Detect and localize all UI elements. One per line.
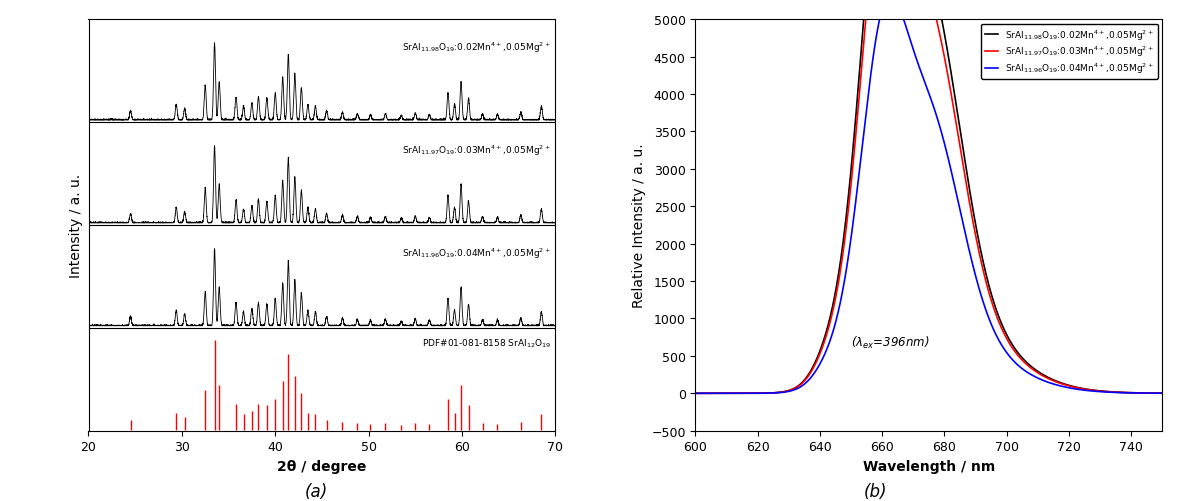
X-axis label: Wavelength / nm: Wavelength / nm bbox=[863, 459, 995, 473]
Line: SrAl$_{11.96}$O$_{19}$:0.04Mn$^{4+}$,0.05Mg$^{2+}$: SrAl$_{11.96}$O$_{19}$:0.04Mn$^{4+}$,0.0… bbox=[695, 0, 1162, 393]
SrAl$_{11.98}$O$_{19}$:0.02Mn$^{4+}$,0.05Mg$^{2+}$ bbox=[1155, 390, 1169, 396]
Text: SrAl$_{11.97}$O$_{19}$:0.03Mn$^{4+}$,0.05Mg$^{2+}$: SrAl$_{11.97}$O$_{19}$:0.03Mn$^{4+}$,0.0… bbox=[402, 143, 551, 158]
Text: (λ$_{ex}$=396nm): (λ$_{ex}$=396nm) bbox=[851, 334, 930, 350]
SrAl$_{11.97}$O$_{19}$:0.03Mn$^{4+}$,0.05Mg$^{2+}$ bbox=[1146, 390, 1160, 396]
Text: PDF#01-081-8158 SrAl$_{12}$O$_{19}$: PDF#01-081-8158 SrAl$_{12}$O$_{19}$ bbox=[421, 336, 551, 349]
Text: SrAl$_{11.98}$O$_{19}$:0.02Mn$^{4+}$,0.05Mg$^{2+}$: SrAl$_{11.98}$O$_{19}$:0.02Mn$^{4+}$,0.0… bbox=[402, 41, 551, 55]
X-axis label: 2θ / degree: 2θ / degree bbox=[277, 459, 367, 473]
SrAl$_{11.98}$O$_{19}$:0.02Mn$^{4+}$,0.05Mg$^{2+}$ bbox=[688, 390, 702, 396]
Y-axis label: Relative Intensity / a. u.: Relative Intensity / a. u. bbox=[631, 143, 645, 308]
Y-axis label: Intensity / a. u.: Intensity / a. u. bbox=[68, 173, 83, 278]
SrAl$_{11.97}$O$_{19}$:0.03Mn$^{4+}$,0.05Mg$^{2+}$ bbox=[688, 390, 702, 396]
SrAl$_{11.98}$O$_{19}$:0.02Mn$^{4+}$,0.05Mg$^{2+}$ bbox=[1096, 388, 1110, 394]
SrAl$_{11.96}$O$_{19}$:0.04Mn$^{4+}$,0.05Mg$^{2+}$ bbox=[887, 0, 902, 3]
SrAl$_{11.98}$O$_{19}$:0.02Mn$^{4+}$,0.05Mg$^{2+}$ bbox=[769, 390, 784, 396]
SrAl$_{11.96}$O$_{19}$:0.04Mn$^{4+}$,0.05Mg$^{2+}$ bbox=[1146, 390, 1160, 396]
SrAl$_{11.96}$O$_{19}$:0.04Mn$^{4+}$,0.05Mg$^{2+}$ bbox=[769, 390, 784, 396]
Text: SrAl$_{11.96}$O$_{19}$:0.04Mn$^{4+}$,0.05Mg$^{2+}$: SrAl$_{11.96}$O$_{19}$:0.04Mn$^{4+}$,0.0… bbox=[402, 246, 551, 261]
Text: (b): (b) bbox=[864, 482, 887, 500]
SrAl$_{11.97}$O$_{19}$:0.03Mn$^{4+}$,0.05Mg$^{2+}$ bbox=[1096, 389, 1110, 395]
SrAl$_{11.97}$O$_{19}$:0.03Mn$^{4+}$,0.05Mg$^{2+}$ bbox=[741, 390, 755, 396]
SrAl$_{11.98}$O$_{19}$:0.02Mn$^{4+}$,0.05Mg$^{2+}$ bbox=[1146, 390, 1160, 396]
SrAl$_{11.96}$O$_{19}$:0.04Mn$^{4+}$,0.05Mg$^{2+}$ bbox=[1155, 390, 1169, 396]
SrAl$_{11.98}$O$_{19}$:0.02Mn$^{4+}$,0.05Mg$^{2+}$ bbox=[741, 390, 755, 396]
SrAl$_{11.97}$O$_{19}$:0.03Mn$^{4+}$,0.05Mg$^{2+}$ bbox=[1155, 390, 1169, 396]
Line: SrAl$_{11.98}$O$_{19}$:0.02Mn$^{4+}$,0.05Mg$^{2+}$: SrAl$_{11.98}$O$_{19}$:0.02Mn$^{4+}$,0.0… bbox=[695, 0, 1162, 393]
SrAl$_{11.96}$O$_{19}$:0.04Mn$^{4+}$,0.05Mg$^{2+}$ bbox=[867, 46, 881, 52]
SrAl$_{11.96}$O$_{19}$:0.04Mn$^{4+}$,0.05Mg$^{2+}$ bbox=[741, 390, 755, 396]
Text: (a): (a) bbox=[304, 482, 328, 500]
Legend: SrAl$_{11.98}$O$_{19}$:0.02Mn$^{4+}$,0.05Mg$^{2+}$, SrAl$_{11.97}$O$_{19}$:0.03M: SrAl$_{11.98}$O$_{19}$:0.02Mn$^{4+}$,0.0… bbox=[981, 25, 1158, 79]
SrAl$_{11.96}$O$_{19}$:0.04Mn$^{4+}$,0.05Mg$^{2+}$ bbox=[1096, 389, 1110, 395]
SrAl$_{11.97}$O$_{19}$:0.03Mn$^{4+}$,0.05Mg$^{2+}$ bbox=[769, 390, 784, 396]
Line: SrAl$_{11.97}$O$_{19}$:0.03Mn$^{4+}$,0.05Mg$^{2+}$: SrAl$_{11.97}$O$_{19}$:0.03Mn$^{4+}$,0.0… bbox=[695, 0, 1162, 393]
SrAl$_{11.96}$O$_{19}$:0.04Mn$^{4+}$,0.05Mg$^{2+}$ bbox=[688, 390, 702, 396]
